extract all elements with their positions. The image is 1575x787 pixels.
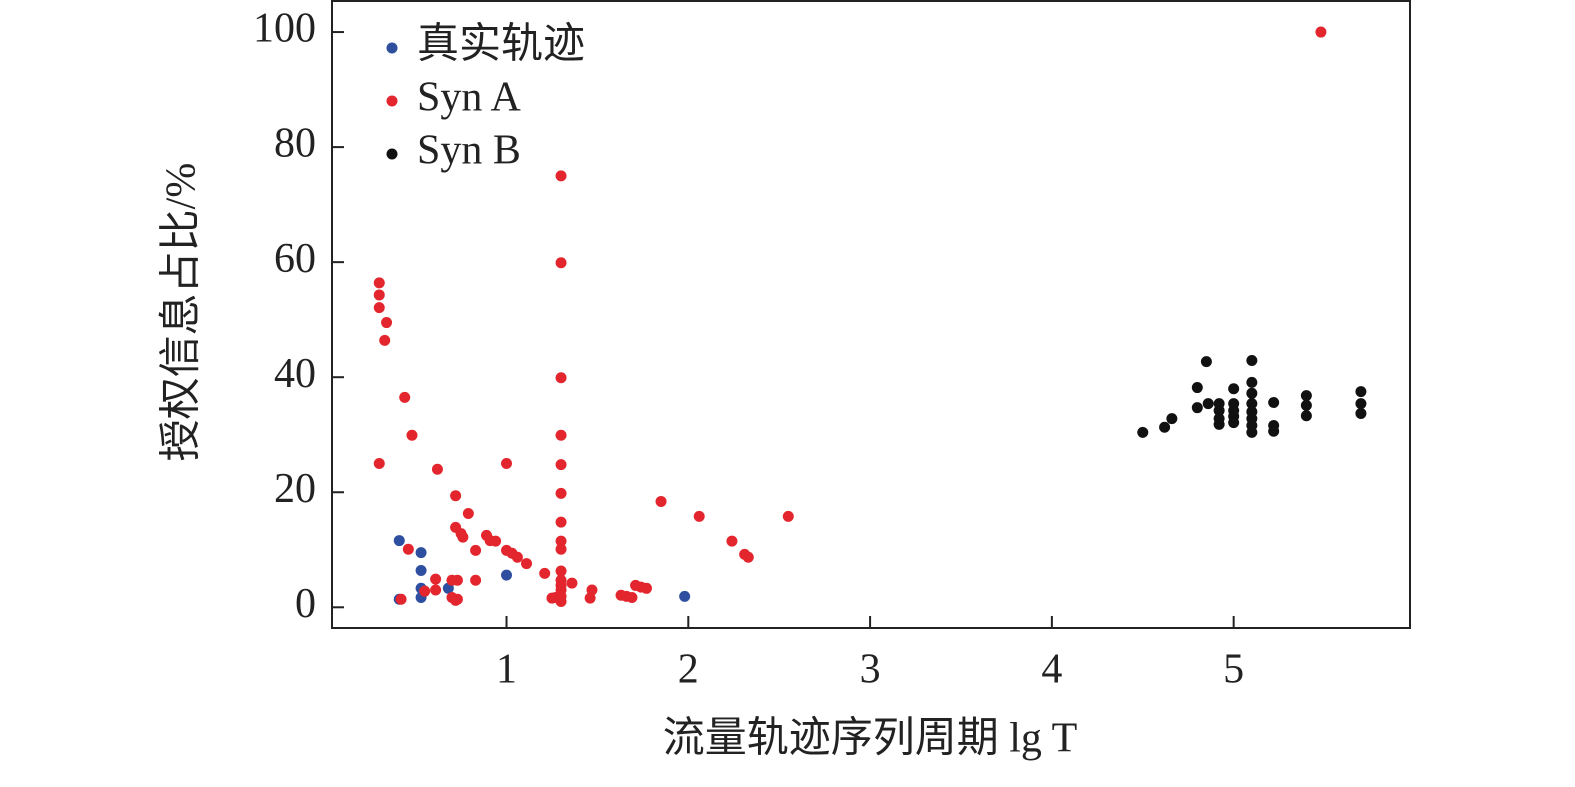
x-tick-label: 4 bbox=[1041, 647, 1062, 693]
x-tick-label: 2 bbox=[678, 647, 699, 693]
point bbox=[373, 457, 385, 469]
y-tick-label: 0 bbox=[295, 581, 316, 627]
point bbox=[451, 593, 463, 605]
point bbox=[379, 334, 391, 346]
point bbox=[584, 592, 596, 604]
y-tick-label: 20 bbox=[274, 466, 316, 512]
y-axis-label: 授权信息占比/% bbox=[158, 163, 205, 462]
y-tick-label: 60 bbox=[274, 236, 316, 282]
point bbox=[566, 577, 578, 589]
point bbox=[511, 551, 523, 563]
point bbox=[640, 582, 652, 594]
legend-marker bbox=[386, 148, 398, 160]
point bbox=[555, 459, 567, 471]
legend-label: Syn B bbox=[417, 128, 521, 174]
point bbox=[655, 495, 667, 507]
point bbox=[430, 584, 442, 596]
point bbox=[1228, 383, 1240, 395]
point bbox=[555, 535, 567, 547]
point bbox=[402, 543, 414, 555]
point bbox=[1166, 413, 1178, 425]
point bbox=[555, 565, 567, 577]
point bbox=[1191, 382, 1203, 394]
point bbox=[1137, 426, 1149, 438]
point bbox=[1268, 425, 1280, 437]
point bbox=[539, 567, 551, 579]
point bbox=[555, 429, 567, 441]
point bbox=[693, 510, 705, 522]
point bbox=[431, 463, 443, 475]
legend-label: 真实轨迹 bbox=[417, 21, 585, 68]
point bbox=[1213, 418, 1225, 430]
point bbox=[457, 531, 469, 543]
x-axis-label: 流量轨迹序列周期 lg T bbox=[663, 716, 1078, 762]
y-tick-label: 40 bbox=[274, 351, 316, 397]
y-tick-label: 100 bbox=[253, 6, 316, 52]
point bbox=[1228, 417, 1240, 429]
y-tick-label: 80 bbox=[274, 121, 316, 167]
point bbox=[1300, 390, 1312, 402]
point bbox=[419, 585, 431, 597]
point bbox=[555, 516, 567, 528]
point bbox=[1246, 387, 1258, 399]
point bbox=[373, 277, 385, 289]
point bbox=[1159, 421, 1171, 433]
point bbox=[501, 457, 513, 469]
point bbox=[381, 317, 393, 329]
point bbox=[626, 592, 638, 604]
point bbox=[1246, 398, 1258, 410]
point bbox=[555, 543, 567, 555]
point bbox=[1202, 398, 1214, 410]
point bbox=[470, 544, 482, 556]
point bbox=[1300, 399, 1312, 411]
point bbox=[1268, 397, 1280, 409]
point bbox=[1213, 405, 1225, 417]
point bbox=[546, 592, 558, 604]
point bbox=[430, 573, 442, 585]
point bbox=[1300, 410, 1312, 422]
point bbox=[1355, 407, 1367, 419]
point bbox=[1200, 356, 1212, 368]
point bbox=[1246, 426, 1258, 438]
point bbox=[521, 558, 533, 570]
point bbox=[501, 569, 513, 581]
point bbox=[679, 590, 691, 602]
x-tick-label: 1 bbox=[496, 647, 517, 693]
point bbox=[490, 535, 502, 547]
point bbox=[415, 547, 427, 559]
point bbox=[1355, 386, 1367, 398]
x-tick-label: 5 bbox=[1223, 647, 1244, 693]
point bbox=[406, 429, 418, 441]
point bbox=[555, 170, 567, 182]
point bbox=[782, 510, 794, 522]
point bbox=[742, 551, 754, 563]
point bbox=[395, 593, 407, 605]
point bbox=[1355, 398, 1367, 410]
point bbox=[726, 535, 738, 547]
point bbox=[555, 257, 567, 269]
point bbox=[1246, 376, 1258, 388]
point bbox=[1246, 355, 1258, 367]
point bbox=[470, 574, 482, 586]
point bbox=[555, 372, 567, 384]
point bbox=[462, 508, 474, 520]
x-tick-label: 3 bbox=[860, 647, 881, 693]
point bbox=[393, 535, 405, 547]
point bbox=[1315, 26, 1327, 38]
point bbox=[450, 490, 462, 502]
point bbox=[1191, 402, 1203, 414]
point bbox=[451, 574, 463, 586]
point bbox=[555, 487, 567, 499]
point bbox=[373, 289, 385, 301]
point bbox=[399, 391, 411, 403]
legend-label: Syn A bbox=[417, 75, 522, 121]
point bbox=[373, 302, 385, 314]
legend-marker bbox=[386, 95, 398, 107]
point bbox=[415, 564, 427, 576]
legend-marker bbox=[386, 42, 398, 54]
